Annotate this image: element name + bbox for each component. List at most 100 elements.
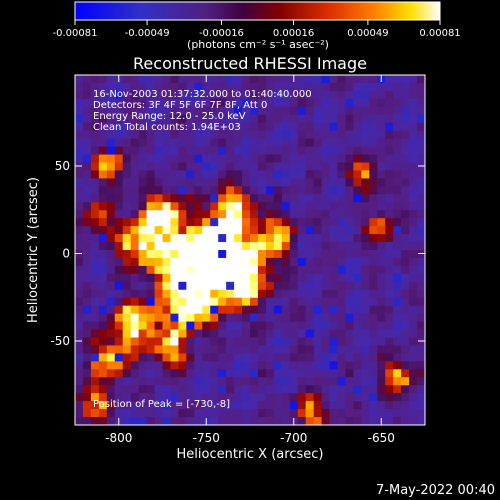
heatmap-cell — [289, 82, 299, 92]
heatmap-cell — [170, 210, 179, 219]
heatmap-cell — [106, 154, 116, 164]
heatmap-cell — [82, 186, 92, 195]
heatmap-cell — [305, 297, 315, 307]
heatmap-cell — [289, 305, 299, 315]
heatmap-cell — [265, 265, 275, 275]
heatmap-cell — [393, 114, 402, 124]
heatmap-cell — [297, 75, 307, 84]
heatmap-cell — [114, 250, 124, 259]
heatmap-cell — [305, 202, 315, 211]
heatmap-cell — [242, 194, 251, 203]
heatmap-cell — [146, 210, 156, 219]
heatmap-cell — [289, 337, 299, 347]
heatmap-cell — [162, 210, 172, 219]
heatmap-cell — [90, 385, 100, 394]
heatmap-cell — [361, 409, 370, 418]
heatmap-cell — [98, 305, 108, 315]
heatmap-cell — [337, 250, 347, 259]
heatmap-cell — [170, 75, 179, 84]
heatmap-cell — [361, 162, 370, 172]
heatmap-cell — [106, 409, 116, 418]
heatmap-cell — [305, 369, 315, 378]
heatmap-cell — [130, 98, 140, 108]
heatmap-cell — [409, 353, 418, 362]
heatmap-cell — [234, 178, 243, 187]
heatmap-cell — [178, 321, 187, 331]
heatmap-cell — [313, 393, 323, 402]
heatmap-cell — [98, 265, 108, 275]
heatmap-cell — [257, 202, 267, 211]
heatmap-cell — [242, 345, 251, 354]
heatmap-cell — [257, 401, 267, 410]
heatmap-cell — [98, 257, 108, 267]
heatmap-cell — [369, 273, 378, 283]
heatmap-cell — [114, 329, 124, 339]
heatmap-cell — [106, 345, 116, 354]
heatmap-cell — [242, 122, 251, 132]
heatmap-cell — [114, 146, 124, 156]
heatmap-cell — [337, 417, 347, 425]
heatmap-cell — [345, 361, 354, 370]
heatmap-cell — [305, 234, 315, 243]
heatmap-cell — [154, 417, 164, 425]
heatmap-cell — [321, 202, 331, 211]
heatmap-cell — [385, 154, 394, 164]
heatmap-cell — [218, 98, 227, 108]
heatmap-cell — [273, 353, 283, 362]
heatmap-cell — [82, 194, 92, 203]
heatmap-cell — [210, 146, 219, 156]
heatmap-cell — [337, 361, 347, 370]
heatmap-cell — [226, 313, 235, 323]
heatmap-cell — [369, 162, 378, 172]
heatmap-cell — [226, 289, 235, 299]
heatmap-cell — [130, 250, 140, 259]
heatmap-cell — [122, 329, 132, 339]
heatmap-cell — [82, 337, 92, 347]
heatmap-cell — [122, 242, 132, 251]
heatmap-cell — [257, 313, 267, 323]
heatmap-cell — [265, 345, 275, 354]
heatmap-cell — [393, 82, 402, 92]
heatmap-cell — [297, 106, 307, 116]
heatmap-cell — [162, 369, 172, 378]
heatmap-cell — [417, 305, 425, 315]
heatmap-cell — [234, 385, 243, 394]
heatmap-cell — [106, 122, 116, 132]
heatmap-cell — [75, 369, 84, 378]
heatmap-cell — [337, 218, 347, 227]
heatmap-cell — [75, 82, 84, 92]
heatmap-cell — [234, 250, 243, 259]
heatmap-cell — [361, 289, 370, 299]
heatmap-cell — [345, 82, 354, 92]
heatmap-cell — [273, 146, 283, 156]
heatmap-cell — [337, 178, 347, 187]
heatmap-cell — [218, 178, 227, 187]
heatmap-cell — [194, 178, 203, 187]
heatmap-cell — [162, 353, 172, 362]
heatmap-cell — [186, 242, 195, 251]
heatmap-cell — [377, 265, 386, 275]
heatmap-cell — [417, 393, 425, 402]
heatmap-cell — [194, 353, 203, 362]
heatmap-cell — [218, 234, 227, 243]
heatmap-cell — [409, 234, 418, 243]
heatmap-cell — [409, 337, 418, 347]
heatmap-cell — [170, 226, 179, 235]
heatmap-cell — [122, 75, 132, 84]
heatmap-cell — [138, 417, 148, 425]
heatmap-cell — [265, 321, 275, 331]
heatmap-cell — [98, 82, 108, 92]
heatmap-cell — [98, 138, 108, 148]
heatmap-cell — [393, 265, 402, 275]
heatmap-cell — [186, 321, 195, 331]
heatmap-cell — [313, 90, 323, 100]
heatmap-cell — [369, 138, 378, 148]
heatmap-cell — [257, 409, 267, 418]
heatmap-cell — [281, 361, 291, 370]
heatmap-cell — [170, 393, 179, 402]
heatmap-cell — [138, 401, 148, 410]
heatmap-cell — [122, 369, 132, 378]
x-axis-ticks: -800 -750 -700 -650 — [105, 75, 395, 445]
heatmap-cell — [75, 170, 84, 179]
heatmap-cell — [289, 289, 299, 299]
